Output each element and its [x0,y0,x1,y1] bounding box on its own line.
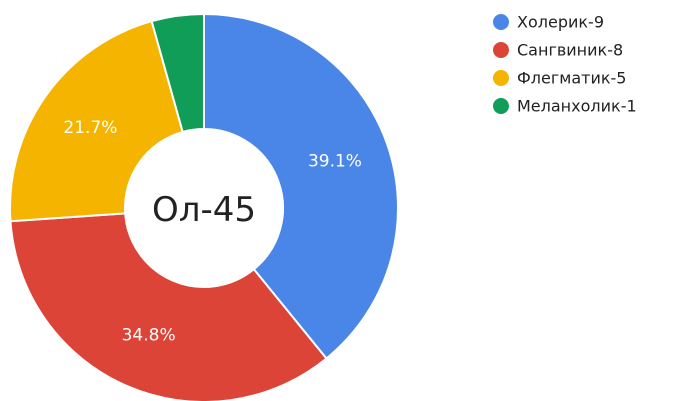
center-label: Ол-45 [152,190,256,230]
legend-label-1: Холерик-9 [517,13,604,32]
slice-label-2: 34.8% [122,325,176,345]
slice-label-1: 39.1% [308,151,362,171]
legend-swatch-1 [493,14,509,30]
legend-swatch-2 [493,42,509,58]
slices-group [9,12,399,401]
donut-hole [125,129,283,287]
legend-swatch-3 [493,70,509,86]
legend: Холерик-9 Сангвиник-8 Флегматик-5 Меланхоли… [493,13,637,116]
slice-label-3: 21.7% [63,118,117,138]
legend-swatch-4 [493,98,509,114]
slice-labels-group: 39.1% 34.8% 21.7% [63,118,362,346]
legend-label-2: Сангвиник-8 [517,41,623,60]
legend-label-4: Меланхолик-1 [517,97,637,116]
legend-label-3: Флегматик-5 [517,69,626,88]
